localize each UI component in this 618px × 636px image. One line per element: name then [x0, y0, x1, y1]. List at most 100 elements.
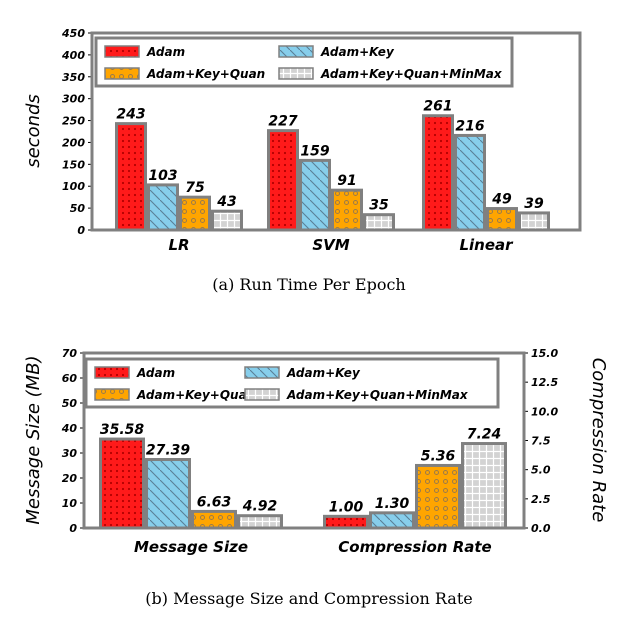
- data-label: 5.36: [421, 448, 456, 464]
- y-tick-label: 70: [62, 347, 78, 360]
- y-tick-label: 100: [62, 180, 85, 193]
- bar-adam-key-quan-compression-rate: [415, 463, 461, 530]
- chart-b-caption: (b) Message Size and Compression Rate: [145, 589, 472, 608]
- y-tick-label: 0: [77, 224, 85, 237]
- legend-swatch-adam-key: [244, 366, 280, 379]
- bar-adam-key-message-size: [145, 458, 191, 530]
- bar-adam-key-compression-rate: [369, 511, 415, 530]
- legend-swatch-adam-key: [278, 45, 314, 58]
- data-label: 1.00: [329, 499, 364, 515]
- data-label: 27.39: [146, 443, 191, 459]
- y-right-tick-label: 0.0: [531, 522, 551, 535]
- bar-adam-key-quan-svm: [331, 188, 363, 232]
- y-tick-label: 40: [61, 422, 78, 435]
- bar-adam-key-linear: [454, 133, 486, 232]
- data-label: 7.24: [467, 427, 502, 443]
- category-label-svm: SVM: [312, 236, 349, 254]
- y-tick-label: 60: [62, 372, 78, 385]
- legend-swatch-adam-key-quan: [104, 67, 140, 80]
- data-label: 159: [300, 143, 329, 159]
- legend-swatch-adam: [94, 366, 130, 379]
- chart-b-ylabel: Message Size (MB): [23, 355, 44, 524]
- chart-a-categories: LR SVM Linear: [168, 236, 514, 254]
- y-tick-label: 10: [62, 497, 78, 510]
- legend-entry-adam-key-quan: Adam+Key+Quan: [146, 67, 265, 81]
- data-label: 261: [423, 99, 452, 115]
- y-right-tick-label: 10.0: [531, 405, 558, 418]
- y-tick-label: 350: [62, 71, 85, 84]
- data-label: 4.92: [242, 499, 278, 515]
- bar-adam-lr: [115, 122, 147, 232]
- y-tick-label: 450: [61, 27, 85, 40]
- legend-entry-adam-key-quan: Adam+Key+Quan: [136, 388, 255, 402]
- data-label: 243: [116, 107, 145, 123]
- legend-entry-adam-key: Adam+Key: [286, 366, 361, 380]
- legend-swatch-adam-key-quan-minmax: [244, 388, 280, 401]
- category-label-lr: LR: [168, 236, 189, 254]
- y-tick-label: 150: [62, 158, 85, 171]
- legend-entry-adam-key: Adam+Key: [320, 45, 395, 59]
- y-tick-label: 20: [62, 472, 78, 485]
- y-right-tick-label: 5.0: [531, 464, 551, 477]
- bar-adam-key-svm: [299, 158, 331, 232]
- legend-entry-adam: Adam: [136, 366, 175, 380]
- bar-adam-key-quan-message-size: [191, 509, 237, 530]
- y-tick-label: 30: [62, 447, 78, 460]
- data-label: 91: [337, 173, 356, 189]
- legend-entry-adam-key-quan-minmax: Adam+Key+Quan+MinMax: [320, 67, 503, 81]
- legend-entry-adam-key-quan-minmax: Adam+Key+Quan+MinMax: [286, 388, 469, 402]
- data-label: 35.58: [100, 422, 145, 438]
- category-label-message-size: Message Size: [134, 538, 248, 556]
- bar-adam-key-quan-lr: [179, 195, 211, 232]
- chart-message-size: 0102030405060700.02.55.07.510.012.515.0 …: [23, 347, 609, 608]
- y-tick-label: 50: [62, 397, 78, 410]
- data-label: 75: [185, 180, 205, 196]
- data-label: 43: [216, 194, 236, 210]
- data-label: 6.63: [197, 494, 232, 510]
- y-tick-label: 400: [61, 49, 85, 62]
- chart-b-frame: [82, 351, 526, 530]
- bar-adam-compression-rate: [323, 514, 369, 530]
- legend-entry-adam: Adam: [146, 45, 185, 59]
- legend-swatch-adam-key-quan: [94, 388, 130, 401]
- bar-adam-message-size: [99, 437, 145, 530]
- legend-box: [84, 357, 500, 409]
- y-tick-label: 0: [69, 522, 77, 535]
- bar-adam-linear: [422, 114, 454, 232]
- chart-a-frame: [90, 31, 582, 232]
- data-label: 1.30: [375, 496, 410, 512]
- y-right-tick-label: 7.5: [531, 435, 551, 448]
- chart-a-legend: Adam Adam+Key Adam+Key+Quan Adam+Key+Quan+M…: [94, 36, 514, 88]
- y-right-tick-label: 12.5: [531, 376, 558, 389]
- y-tick-label: 250: [62, 115, 85, 128]
- bar-adam-key-quan-minmax-svm: [363, 213, 395, 232]
- y-right-tick-label: 15.0: [531, 347, 558, 360]
- chart-b-bars: [99, 437, 507, 530]
- data-label: 39: [524, 196, 544, 212]
- chart-b-axis: 0 10 20 30 40 50 60 70 0.0 2.5 5.0 7.5 10.0 12.5 15.0: [61, 347, 559, 535]
- y-tick-label: 50: [70, 202, 86, 215]
- bar-adam-svm: [267, 129, 299, 232]
- chart-b-ylabel-right: Compression Rate: [588, 358, 609, 523]
- bar-adam-key-quan-minmax-message-size: [237, 514, 283, 530]
- chart-a-ylabel: seconds: [23, 94, 44, 168]
- bar-adam-key-quan-minmax-compression-rate: [461, 442, 507, 530]
- chart-b-legend: Adam Adam+Key Adam+Key+Quan Adam+Key+Quan+M…: [84, 357, 500, 409]
- bar-adam-key-quan-minmax-lr: [211, 209, 243, 232]
- legend-swatch-adam-key-quan-minmax: [278, 67, 314, 80]
- category-label-linear: Linear: [459, 236, 514, 254]
- data-label: 227: [268, 114, 297, 130]
- chart-a-caption: (a) Run Time Per Epoch: [212, 275, 405, 294]
- chart-run-time: 0 50 100 150 200 250 300 350 400 450 243 103 75 43 22…: [23, 27, 582, 294]
- data-label: 35: [369, 198, 389, 214]
- category-label-compression-rate: Compression Rate: [338, 538, 491, 556]
- data-label: 216: [455, 118, 484, 134]
- bar-adam-key-quan-linear: [486, 207, 518, 232]
- bar-adam-key-quan-minmax-linear: [518, 211, 550, 232]
- legend-swatch-adam: [104, 45, 140, 58]
- y-tick-label: 200: [62, 136, 85, 149]
- data-label: 49: [491, 192, 512, 208]
